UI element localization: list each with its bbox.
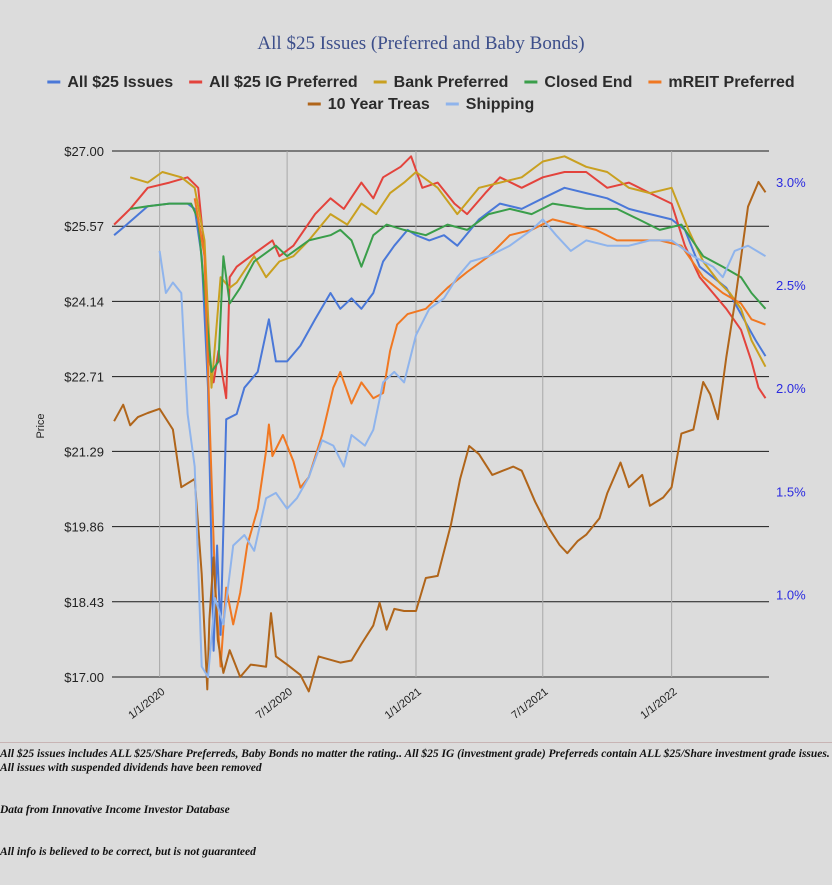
right-axis-ticks: 1.0% 1.5% 2.0% 2.5% 3.0% <box>776 175 806 603</box>
footnote-definitions: All $25 issues includes ALL $25/Share Pr… <box>0 748 830 774</box>
left-tick-label: $25.57 <box>64 219 104 234</box>
left-tick-label: $21.29 <box>64 444 104 459</box>
legend-item-all-25-issues: All $25 Issues <box>47 74 173 91</box>
left-tick-label: $19.86 <box>64 520 104 535</box>
legend-row: 10 Year Treas Shipping <box>307 96 534 113</box>
right-tick-label: 1.5% <box>776 484 806 499</box>
divider <box>0 742 832 743</box>
left-axis-ticks: $17.00 $18.43 $19.86 $21.29 $22.71 $24.14 $25.… <box>64 144 104 685</box>
series-line-all-25-ig-preferred <box>113 155 767 400</box>
series-line-10-year-treas <box>113 180 767 693</box>
y-axis-label: Price <box>35 413 47 438</box>
series-layer <box>113 155 767 693</box>
legend-item-bank-preferred: Bank Preferred <box>373 74 509 91</box>
series-line-closed-end <box>130 202 767 373</box>
legend-label: 10 Year Treas <box>328 96 430 113</box>
right-tick-label: 3.0% <box>776 175 806 190</box>
x-tick-label: 1/1/2022 <box>638 686 679 722</box>
legend-label: All $25 Issues <box>67 74 173 91</box>
series-line-mreit-preferred <box>193 198 766 668</box>
right-tick-label: 2.0% <box>776 381 806 396</box>
footnote-disclaimer: All info is believed to be correct, but … <box>0 846 256 858</box>
footnote-source: Data from Innovative Income Investor Dat… <box>0 804 230 816</box>
x-tick-label: 7/1/2020 <box>254 686 295 722</box>
legend-row: All $25 Issues All $25 IG Preferred Bank P… <box>47 74 795 91</box>
legend-item-shipping: Shipping <box>445 96 534 113</box>
x-tick-label: 7/1/2021 <box>509 686 550 722</box>
series-line-all-25-issues <box>113 186 767 652</box>
legend-item-10-year-treas: 10 Year Treas <box>307 96 430 113</box>
left-tick-label: $18.43 <box>64 595 104 610</box>
right-tick-label: 1.0% <box>776 587 806 602</box>
left-tick-label: $17.00 <box>64 670 104 685</box>
right-tick-label: 2.5% <box>776 278 806 293</box>
chart-title: All $25 Issues (Preferred and Baby Bonds… <box>257 33 584 54</box>
legend-item-mreit-preferred: mREIT Preferred <box>648 74 795 91</box>
left-tick-label: $24.14 <box>64 294 104 309</box>
legend-label: mREIT Preferred <box>668 74 794 91</box>
series-line-bank-preferred <box>129 155 767 389</box>
legend-item-all-25-ig-preferred: All $25 IG Preferred <box>189 74 358 91</box>
x-tick-label: 1/1/2021 <box>383 686 424 722</box>
legend-label: Bank Preferred <box>394 74 509 91</box>
left-tick-label: $22.71 <box>64 370 104 385</box>
legend: All $25 Issues All $25 IG Preferred Bank P… <box>47 74 795 113</box>
legend-label: Shipping <box>466 96 534 113</box>
legend-label: All $25 IG Preferred <box>209 74 358 91</box>
legend-label: Closed End <box>544 74 632 91</box>
left-tick-label: $27.00 <box>64 144 104 159</box>
x-axis-ticks: 1/1/2020 7/1/2020 1/1/2021 7/1/2021 1/1/2022 <box>126 686 679 722</box>
x-tick-label: 1/1/2020 <box>126 686 167 722</box>
series-line-shipping <box>158 218 767 678</box>
line-chart: All $25 Issues (Preferred and Baby Bonds… <box>35 33 806 722</box>
legend-item-closed-end: Closed End <box>524 74 632 91</box>
